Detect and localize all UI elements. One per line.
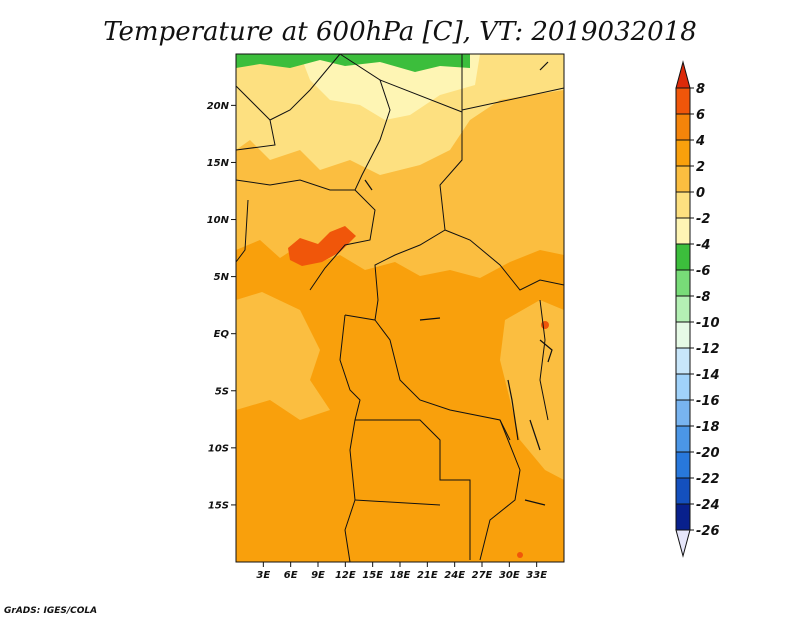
colorbar-swatch [675,321,691,349]
colorbar-swatch [675,113,691,141]
colorbar-label: -2 [696,212,710,227]
y-axis: 20N 15N 10N 5N EQ 5S 10S 15S [207,101,236,511]
colorbar-label: -24 [696,498,720,513]
colorbar-swatch [675,399,691,427]
x-tick-label: 12E [335,570,356,581]
colorbar-label: 8 [696,82,705,97]
x-tick-label: 24E [444,570,465,581]
colorbar-swatch [675,425,691,453]
y-tick-label: 15N [207,158,230,169]
colorbar-top-arrow [675,60,691,89]
y-tick-label: 20N [207,101,230,112]
colorbar-label: -18 [696,420,720,435]
colorbar-label: -16 [696,394,720,409]
y-tick-label: EQ [214,329,230,340]
x-tick-label: 33E [526,570,547,581]
colorbar-label: -10 [696,316,720,331]
colorbar-label: -12 [696,342,720,357]
x-tick-label: 15E [362,570,383,581]
colorbar-swatch [675,139,691,167]
y-tick-label: 10S [208,443,229,454]
field-sahara-cold [300,54,480,120]
colorbar-swatch [675,347,691,375]
colorbar-label: 0 [696,186,705,201]
x-tick-label: 18E [390,570,411,581]
colorbar-swatch [675,217,691,245]
field-sahel-band-east [500,300,564,480]
colorbar: 8 6 4 2 0 -2 -4 -6 -8 -10 -12 -14 -16 -18 -20 -22 -24 -26 [675,60,720,558]
y-tick-label: 15S [208,500,229,511]
field-warm-dot [517,552,523,558]
x-tick-label: 30E [499,570,520,581]
country-borders [235,53,565,563]
colorbar-label: 4 [695,134,705,149]
y-tick-label: 5S [215,386,229,397]
colorbar-swatch [675,451,691,479]
x-tick-label: 27E [472,570,493,581]
colorbar-label: 2 [696,160,705,175]
x-tick-label: 9E [311,570,325,581]
colorbar-label: -4 [696,238,710,253]
field-warm-dot [541,321,549,329]
field-nigeria-warm-spot [288,226,356,266]
lakes [364,61,553,506]
colorbar-swatch [675,243,691,271]
y-tick-label: 10N [207,215,230,226]
colorbar-label: -6 [696,264,710,279]
colorbar-swatch [675,87,691,115]
colorbar-swatch [675,269,691,297]
colorbar-label: -26 [696,524,720,539]
x-tick-label: 3E [256,570,270,581]
x-tick-label: 6E [284,570,298,581]
colorbar-swatch [675,191,691,219]
colorbar-swatch [675,165,691,193]
x-axis: 3E 6E 9E 12E 15E 18E 21E 24E 27E 30E 33E [256,562,547,581]
y-tick-label: 5N [214,272,230,283]
colorbar-swatch [675,373,691,401]
colorbar-bottom-arrow [675,529,691,558]
credit-text: GrADS: IGES/COLA [4,606,97,616]
map-plot: 3E 6E 9E 12E 15E 18E 21E 24E 27E 30E 33E 20N 15N 10N… [207,53,565,581]
colorbar-label: 6 [696,108,705,123]
colorbar-label: -14 [696,368,720,383]
colorbar-label: -20 [696,446,720,461]
colorbar-swatch [675,295,691,323]
chart-title: Temperature at 600hPa [C], VT: 201903201… [103,17,697,47]
field-sahel-band-south [236,292,330,420]
colorbar-label: -22 [696,472,720,487]
colorbar-label: -8 [696,290,710,305]
x-tick-label: 21E [417,570,438,581]
colorbar-swatch [675,477,691,505]
colorbar-swatch [675,503,691,531]
